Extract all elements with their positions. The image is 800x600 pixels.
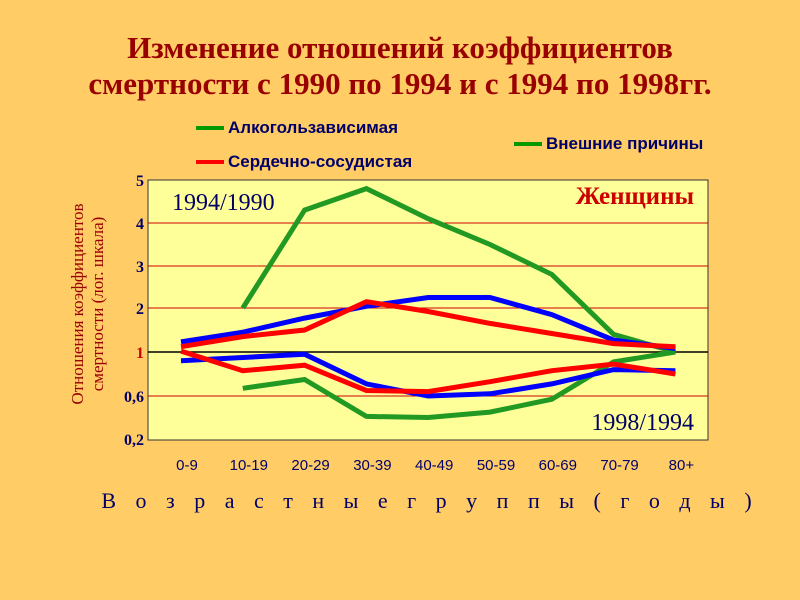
annotation-1998-1994: 1998/1994 [591,410,694,436]
legend-item-alcohol: Алкогользависимая [196,118,398,138]
legend-swatch [514,142,542,146]
x-tick-label: 70-79 [600,457,638,474]
y-tick-label: 1 [136,345,144,362]
annotation-1994-1990: 1994/1990 [172,190,275,216]
legend-label: Сердечно-сосудистая [228,152,413,171]
legend-item-external: Внешние причины [514,134,703,154]
legend-label: Внешние причины [546,134,704,153]
legend-swatch [196,160,224,164]
series-line [242,349,676,421]
y-tick-label: 3 [136,259,144,276]
y-tick-label: 0,6 [124,389,144,406]
x-tick-label: 50-59 [477,457,515,474]
y-tick-label: 0,2 [124,432,144,449]
series-line [180,351,676,399]
x-tick-label: 30-39 [353,457,391,474]
x-tick-label: 60-69 [539,457,577,474]
y-axis-label-line-2: смертности (лог. шкала) [88,216,107,392]
series-line [240,185,677,355]
series-line [180,295,676,351]
y-axis-label-line-1: Отношения коэффициентов [68,203,87,405]
x-axis-title: В о з р а с т н ы е г р у п п ы ( г о д … [101,488,759,513]
chart-title-line-1: Изменение отношений коэффициентов [127,30,673,65]
x-tick-label: 80+ [669,457,695,474]
chart-title-line-2: смертности с 1990 по 1994 и с 1994 по 19… [88,66,712,101]
series-line [180,299,676,350]
series-line [180,348,676,395]
x-tick-label: 20-29 [291,457,329,474]
legend-item-cardio: Сердечно-сосудистая [196,152,412,172]
x-tick-label: 0-9 [176,457,198,474]
y-axis-label: Отношения коэффициентов смертности (лог.… [68,159,108,449]
legend-label: Алкогользависимая [228,118,399,137]
y-tick-label: 2 [136,301,144,318]
annotation-women: Женщины [576,183,694,210]
y-tick-label: 4 [136,216,144,233]
y-tick-label: 5 [136,173,144,190]
legend-swatch [196,126,224,130]
x-tick-label: 40-49 [415,457,453,474]
chart-title: Изменение отношений коэффициентов смертн… [0,30,800,102]
x-tick-label: 10-19 [230,457,268,474]
